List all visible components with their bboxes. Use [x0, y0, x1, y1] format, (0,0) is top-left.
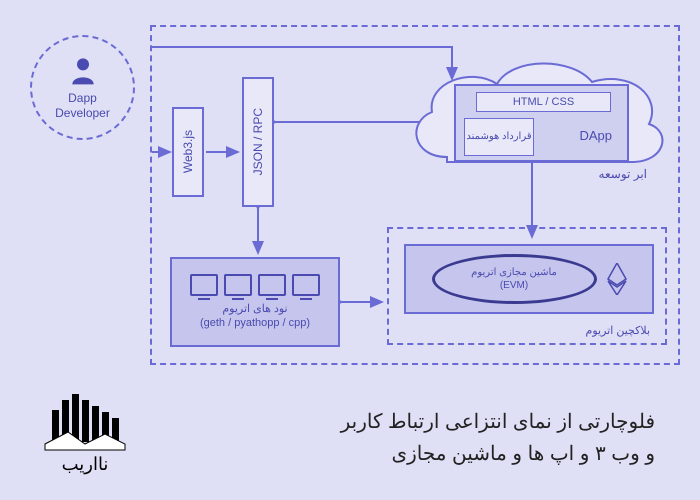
monitor-icon — [292, 274, 320, 296]
dapp-label: DApp — [579, 128, 612, 143]
html-css-strip: HTML / CSS — [476, 92, 611, 112]
logo-text: نااریب — [62, 454, 109, 475]
cloud-caption: ابر توسعه — [599, 167, 647, 181]
web3-node: Web3.js — [172, 107, 204, 197]
logo-icon — [40, 392, 130, 452]
dapp-box: HTML / CSS قرارداد هوشمند DApp — [454, 84, 629, 162]
evm-container: ماشین مجازی اتریوم (EVM) — [404, 244, 654, 314]
nodes-label: نود های اتریوم (geth / pyathopp / cpp) — [200, 302, 310, 331]
monitor-icons — [190, 274, 320, 296]
json-rpc-label: JSON / RPC — [251, 108, 265, 175]
monitor-icon — [190, 274, 218, 296]
json-rpc-node: JSON / RPC — [242, 77, 274, 207]
developer-label: Dapp Developer — [55, 91, 110, 120]
diagram-container: Web3.js JSON / RPC HTML / CSS قرارداد هو… — [150, 25, 680, 365]
monitor-icon — [258, 274, 286, 296]
developer-node: Dapp Developer — [30, 35, 135, 140]
person-icon — [67, 55, 99, 87]
ethereum-nodes-box: نود های اتریوم (geth / pyathopp / cpp) — [170, 257, 340, 347]
web3-label: Web3.js — [181, 130, 195, 173]
ethereum-icon — [607, 263, 627, 295]
monitor-icon — [224, 274, 252, 296]
blockchain-box: ماشین مجازی اتریوم (EVM) بلاکچین اتریوم — [387, 227, 667, 345]
contract-box: قرارداد هوشمند — [464, 118, 534, 156]
blockchain-label: بلاکچین اتریوم — [586, 324, 650, 337]
logo: نااریب — [40, 392, 130, 475]
figure-caption: فلوچارتی از نمای انتزاعی ارتباط کاربر و … — [155, 406, 655, 470]
evm-ellipse: ماشین مجازی اتریوم (EVM) — [432, 254, 597, 304]
cloud-node: HTML / CSS قرارداد هوشمند DApp ابر توسعه — [412, 62, 657, 182]
